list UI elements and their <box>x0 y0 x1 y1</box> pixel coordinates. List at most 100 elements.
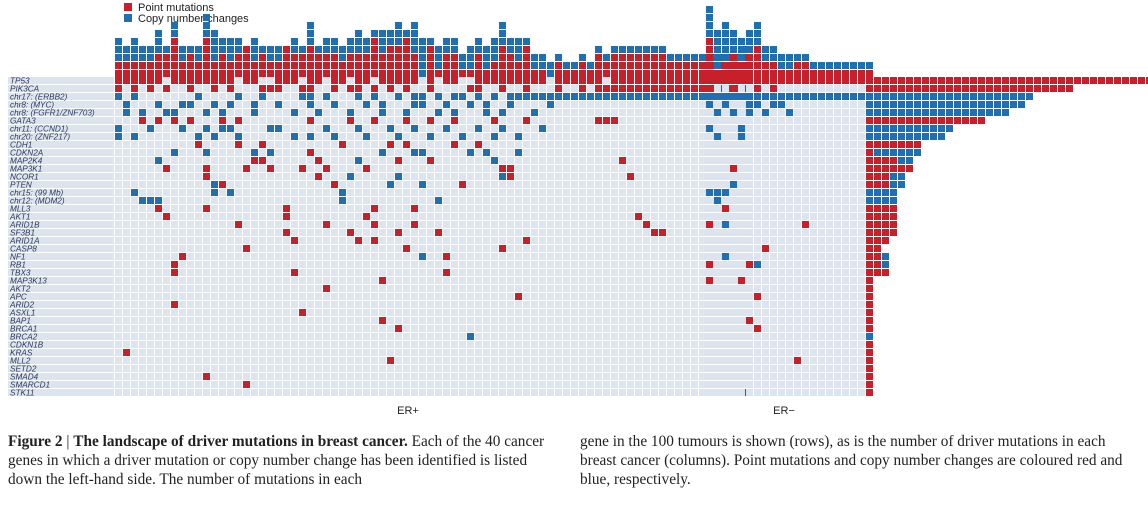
cell-empty <box>179 301 186 308</box>
cell-copy-number-change <box>730 181 737 188</box>
cell-copy-number-change <box>115 133 122 140</box>
cell-empty <box>235 189 242 196</box>
cell-point-mutation <box>355 77 362 84</box>
cell-empty <box>411 389 418 396</box>
cell-empty <box>483 277 490 284</box>
cell-empty <box>267 109 274 116</box>
cell-empty <box>195 261 202 268</box>
cell-empty <box>427 333 434 340</box>
cell-empty <box>403 181 410 188</box>
cell-empty <box>730 357 737 364</box>
cell-empty <box>571 381 578 388</box>
cell-copy-number-change <box>754 93 761 100</box>
cell-empty <box>699 381 706 388</box>
cell-empty <box>746 221 753 228</box>
cell-copy-number-change <box>395 173 402 180</box>
cell-empty <box>858 389 865 396</box>
cell-empty <box>539 117 546 124</box>
cell-empty <box>443 317 450 324</box>
cell-empty <box>355 221 362 228</box>
cell-empty <box>459 349 466 356</box>
cell-empty <box>675 349 682 356</box>
sample-count-point <box>619 62 626 69</box>
cell-empty <box>778 125 785 132</box>
cell-empty <box>802 229 809 236</box>
cell-empty <box>315 189 322 196</box>
cell-empty <box>323 77 330 84</box>
cell-empty <box>842 349 849 356</box>
cell-empty <box>722 389 729 396</box>
cell-empty <box>275 389 282 396</box>
cell-empty <box>147 333 154 340</box>
cell-empty <box>611 125 618 132</box>
cell-empty <box>123 365 130 372</box>
cell-empty <box>123 181 130 188</box>
cell-empty <box>858 157 865 164</box>
cell-empty <box>131 333 138 340</box>
cell-empty <box>347 197 354 204</box>
cell-empty <box>730 229 737 236</box>
cell-empty <box>243 133 250 140</box>
cell-empty <box>547 229 554 236</box>
cell-empty <box>483 333 490 340</box>
cell-point-mutation <box>643 85 650 92</box>
cell-empty <box>563 165 570 172</box>
cell-empty <box>187 149 194 156</box>
cell-empty <box>794 213 801 220</box>
cell-empty <box>738 333 745 340</box>
cell-empty <box>171 165 178 172</box>
sample-count-point <box>730 62 737 69</box>
gene-count-copy <box>882 93 889 100</box>
sample-count-copy <box>347 46 354 53</box>
cell-empty <box>419 357 426 364</box>
gene-count-copy <box>866 125 873 132</box>
cell-empty <box>786 253 793 260</box>
cell-empty <box>435 317 442 324</box>
cell-empty <box>738 285 745 292</box>
cell-empty <box>691 245 698 252</box>
sample-count-point <box>243 70 250 77</box>
sample-count-point <box>611 70 618 77</box>
cell-empty <box>587 357 594 364</box>
cell-empty <box>323 109 330 116</box>
cell-empty <box>187 253 194 260</box>
cell-empty <box>363 349 370 356</box>
sample-count-point <box>603 62 610 69</box>
cell-empty <box>363 237 370 244</box>
cell-empty <box>219 333 226 340</box>
cell-empty <box>738 117 745 124</box>
cell-empty <box>802 333 809 340</box>
cell-empty <box>834 317 841 324</box>
cell-empty <box>187 205 194 212</box>
cell-empty <box>539 349 546 356</box>
cell-empty <box>275 109 282 116</box>
cell-empty <box>627 285 634 292</box>
cell-point-mutation <box>235 117 242 124</box>
cell-empty <box>195 333 202 340</box>
cell-empty <box>619 181 626 188</box>
cell-empty <box>531 133 538 140</box>
cell-empty <box>563 381 570 388</box>
cell-empty <box>475 325 482 332</box>
gene-count-point <box>882 229 889 236</box>
gene-count-copy <box>986 101 993 108</box>
cell-copy-number-change <box>523 93 530 100</box>
cell-empty <box>810 133 817 140</box>
cell-empty <box>355 301 362 308</box>
cell-point-mutation <box>555 85 562 92</box>
cell-empty <box>571 157 578 164</box>
cell-empty <box>563 197 570 204</box>
cell-empty <box>515 301 522 308</box>
cell-empty <box>523 373 530 380</box>
gene-count-copy <box>930 125 937 132</box>
cell-empty <box>435 301 442 308</box>
gene-count-copy <box>946 101 953 108</box>
cell-empty <box>411 157 418 164</box>
cell-empty <box>587 213 594 220</box>
cell-empty <box>323 309 330 316</box>
cell-empty <box>547 133 554 140</box>
cell-point-mutation <box>826 77 833 84</box>
cell-empty <box>339 333 346 340</box>
cell-empty <box>547 85 554 92</box>
cell-empty <box>195 157 202 164</box>
